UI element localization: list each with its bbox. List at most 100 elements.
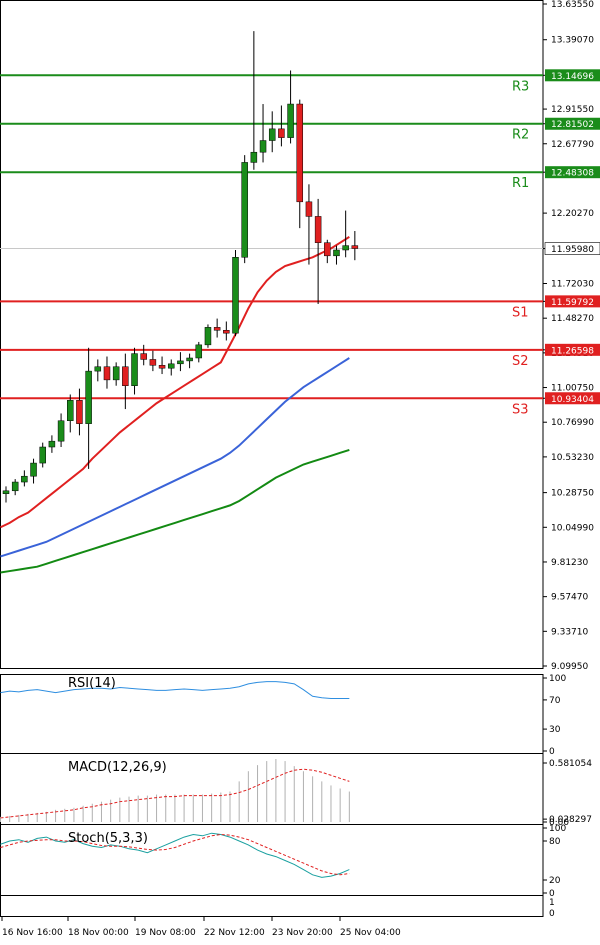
candle-body	[30, 462, 37, 477]
level-name-r2: R2	[512, 128, 529, 143]
candle-body	[296, 103, 304, 203]
time-tick-label: 23 Nov 20:00	[272, 928, 333, 938]
level-tag-r1: 12.48308	[551, 169, 594, 179]
stoch-tick-label: 20	[549, 876, 561, 886]
level-name-s3: S3	[512, 402, 529, 417]
price-tick-label: 13.63550	[551, 0, 594, 10]
candle-body	[39, 446, 46, 464]
candle-body	[250, 151, 258, 163]
macd-signal-line	[0, 768, 350, 819]
price-panel	[0, 0, 544, 669]
candle-body	[140, 353, 147, 360]
candle-body	[232, 257, 239, 334]
level-tag-box	[545, 295, 600, 308]
candle-body	[67, 400, 74, 421]
current-price-tag: 11.95980	[551, 245, 594, 255]
candle-body	[204, 327, 212, 346]
current-price-tag-box	[544, 242, 600, 255]
price-tick-label: 13.39070	[551, 36, 594, 46]
level-tag-box	[545, 392, 600, 405]
rsi-tick-label: 70	[549, 696, 561, 706]
price-tick-label: 9.57470	[551, 593, 588, 603]
price-tick-label: 9.33710	[551, 627, 588, 637]
moving-average-line	[0, 236, 350, 529]
candle-body	[57, 420, 65, 442]
time-tick-label: 22 Nov 12:00	[204, 928, 265, 938]
macd-panel-frame	[0, 753, 544, 825]
rsi-line	[0, 681, 350, 699]
level-tag-s2: 11.26598	[551, 346, 594, 356]
rsi-panel: 100 70 30 0 RSI(14)	[0, 674, 566, 757]
price-tick-label: 10.28750	[551, 489, 594, 499]
candle-body	[314, 216, 322, 243]
candle-body	[131, 353, 138, 386]
candle-body	[149, 359, 157, 366]
candle-body	[268, 128, 276, 141]
price-tick-label: 9.81230	[551, 558, 588, 568]
stoch-title: Stoch(5,3,3)	[68, 831, 148, 846]
level-name-s1: S1	[512, 305, 529, 320]
rsi-tick-label: 30	[549, 725, 561, 735]
moving-average-line	[0, 357, 350, 558]
candle-body	[213, 327, 221, 331]
moving-averages	[0, 236, 350, 574]
candle-body	[333, 249, 340, 257]
stoch-panel: 100 80 20 0 Stoch(5,3,3)	[0, 824, 566, 899]
candle-body	[167, 363, 175, 369]
candle-body	[158, 365, 166, 369]
time-tick-label: 18 Nov 00:00	[68, 928, 129, 938]
candlesticks	[2, 31, 359, 503]
level-tag-box	[545, 166, 600, 179]
candle-body	[278, 128, 285, 138]
price-tick-label: 10.76990	[551, 418, 594, 428]
candle-body	[48, 440, 56, 448]
level-tag-box	[545, 343, 600, 356]
candle-body	[342, 245, 349, 251]
price-panel-frame	[0, 0, 544, 669]
price-tick-label: 9.09950	[551, 662, 588, 672]
empty-panel-tick-label: 1	[549, 898, 555, 908]
rsi-panel-frame	[0, 674, 544, 754]
rsi-tick-label: 100	[549, 674, 566, 684]
time-axis: 16 Nov 16:00 18 Nov 00:00 19 Nov 08:00 22 N…	[1, 917, 401, 938]
candle-body	[21, 475, 28, 483]
stoch-d-line	[0, 833, 350, 876]
level-name-r1: R1	[512, 176, 529, 191]
candle-body	[103, 366, 111, 381]
stoch-k-line	[0, 832, 350, 878]
level-tag-s3: 10.93404	[551, 395, 594, 405]
level-tag-r2: 12.81502	[551, 120, 594, 130]
time-tick-label: 16 Nov 16:00	[2, 928, 63, 938]
level-name-r3: R3	[512, 79, 529, 94]
candle-body	[85, 370, 92, 424]
candle-body	[223, 330, 230, 334]
candle-body	[112, 366, 120, 381]
stoch-tick-label: 0	[549, 889, 555, 899]
candle-body	[186, 357, 193, 362]
time-tick-label: 25 Nov 04:00	[340, 928, 401, 938]
candle-body	[76, 400, 83, 424]
price-tick-label: 12.91550	[551, 105, 594, 115]
price-tick-label: 10.53230	[551, 453, 594, 463]
candle-body	[324, 242, 331, 257]
macd-tick-label: 0.00	[549, 818, 569, 828]
candle-body	[287, 103, 294, 138]
candle-body	[122, 366, 129, 386]
stoch-tick-label: 100	[549, 824, 566, 834]
level-tag-box	[545, 117, 600, 130]
macd-title: MACD(12,26,9)	[68, 760, 167, 775]
empty-panel-frame	[0, 895, 544, 917]
macd-tick-label: 0.581054	[549, 759, 592, 769]
rsi-tick-label: 0	[549, 747, 555, 757]
candle-body	[2, 490, 10, 494]
level-tag-box	[545, 69, 600, 82]
candle-body	[94, 366, 102, 372]
moving-average-line	[0, 448, 350, 574]
price-tick-label: 11.48270	[551, 314, 594, 324]
price-tick-label: 11.72030	[551, 280, 594, 290]
macd-tick-label: 0.028297	[549, 815, 592, 825]
candle-body	[177, 360, 184, 365]
